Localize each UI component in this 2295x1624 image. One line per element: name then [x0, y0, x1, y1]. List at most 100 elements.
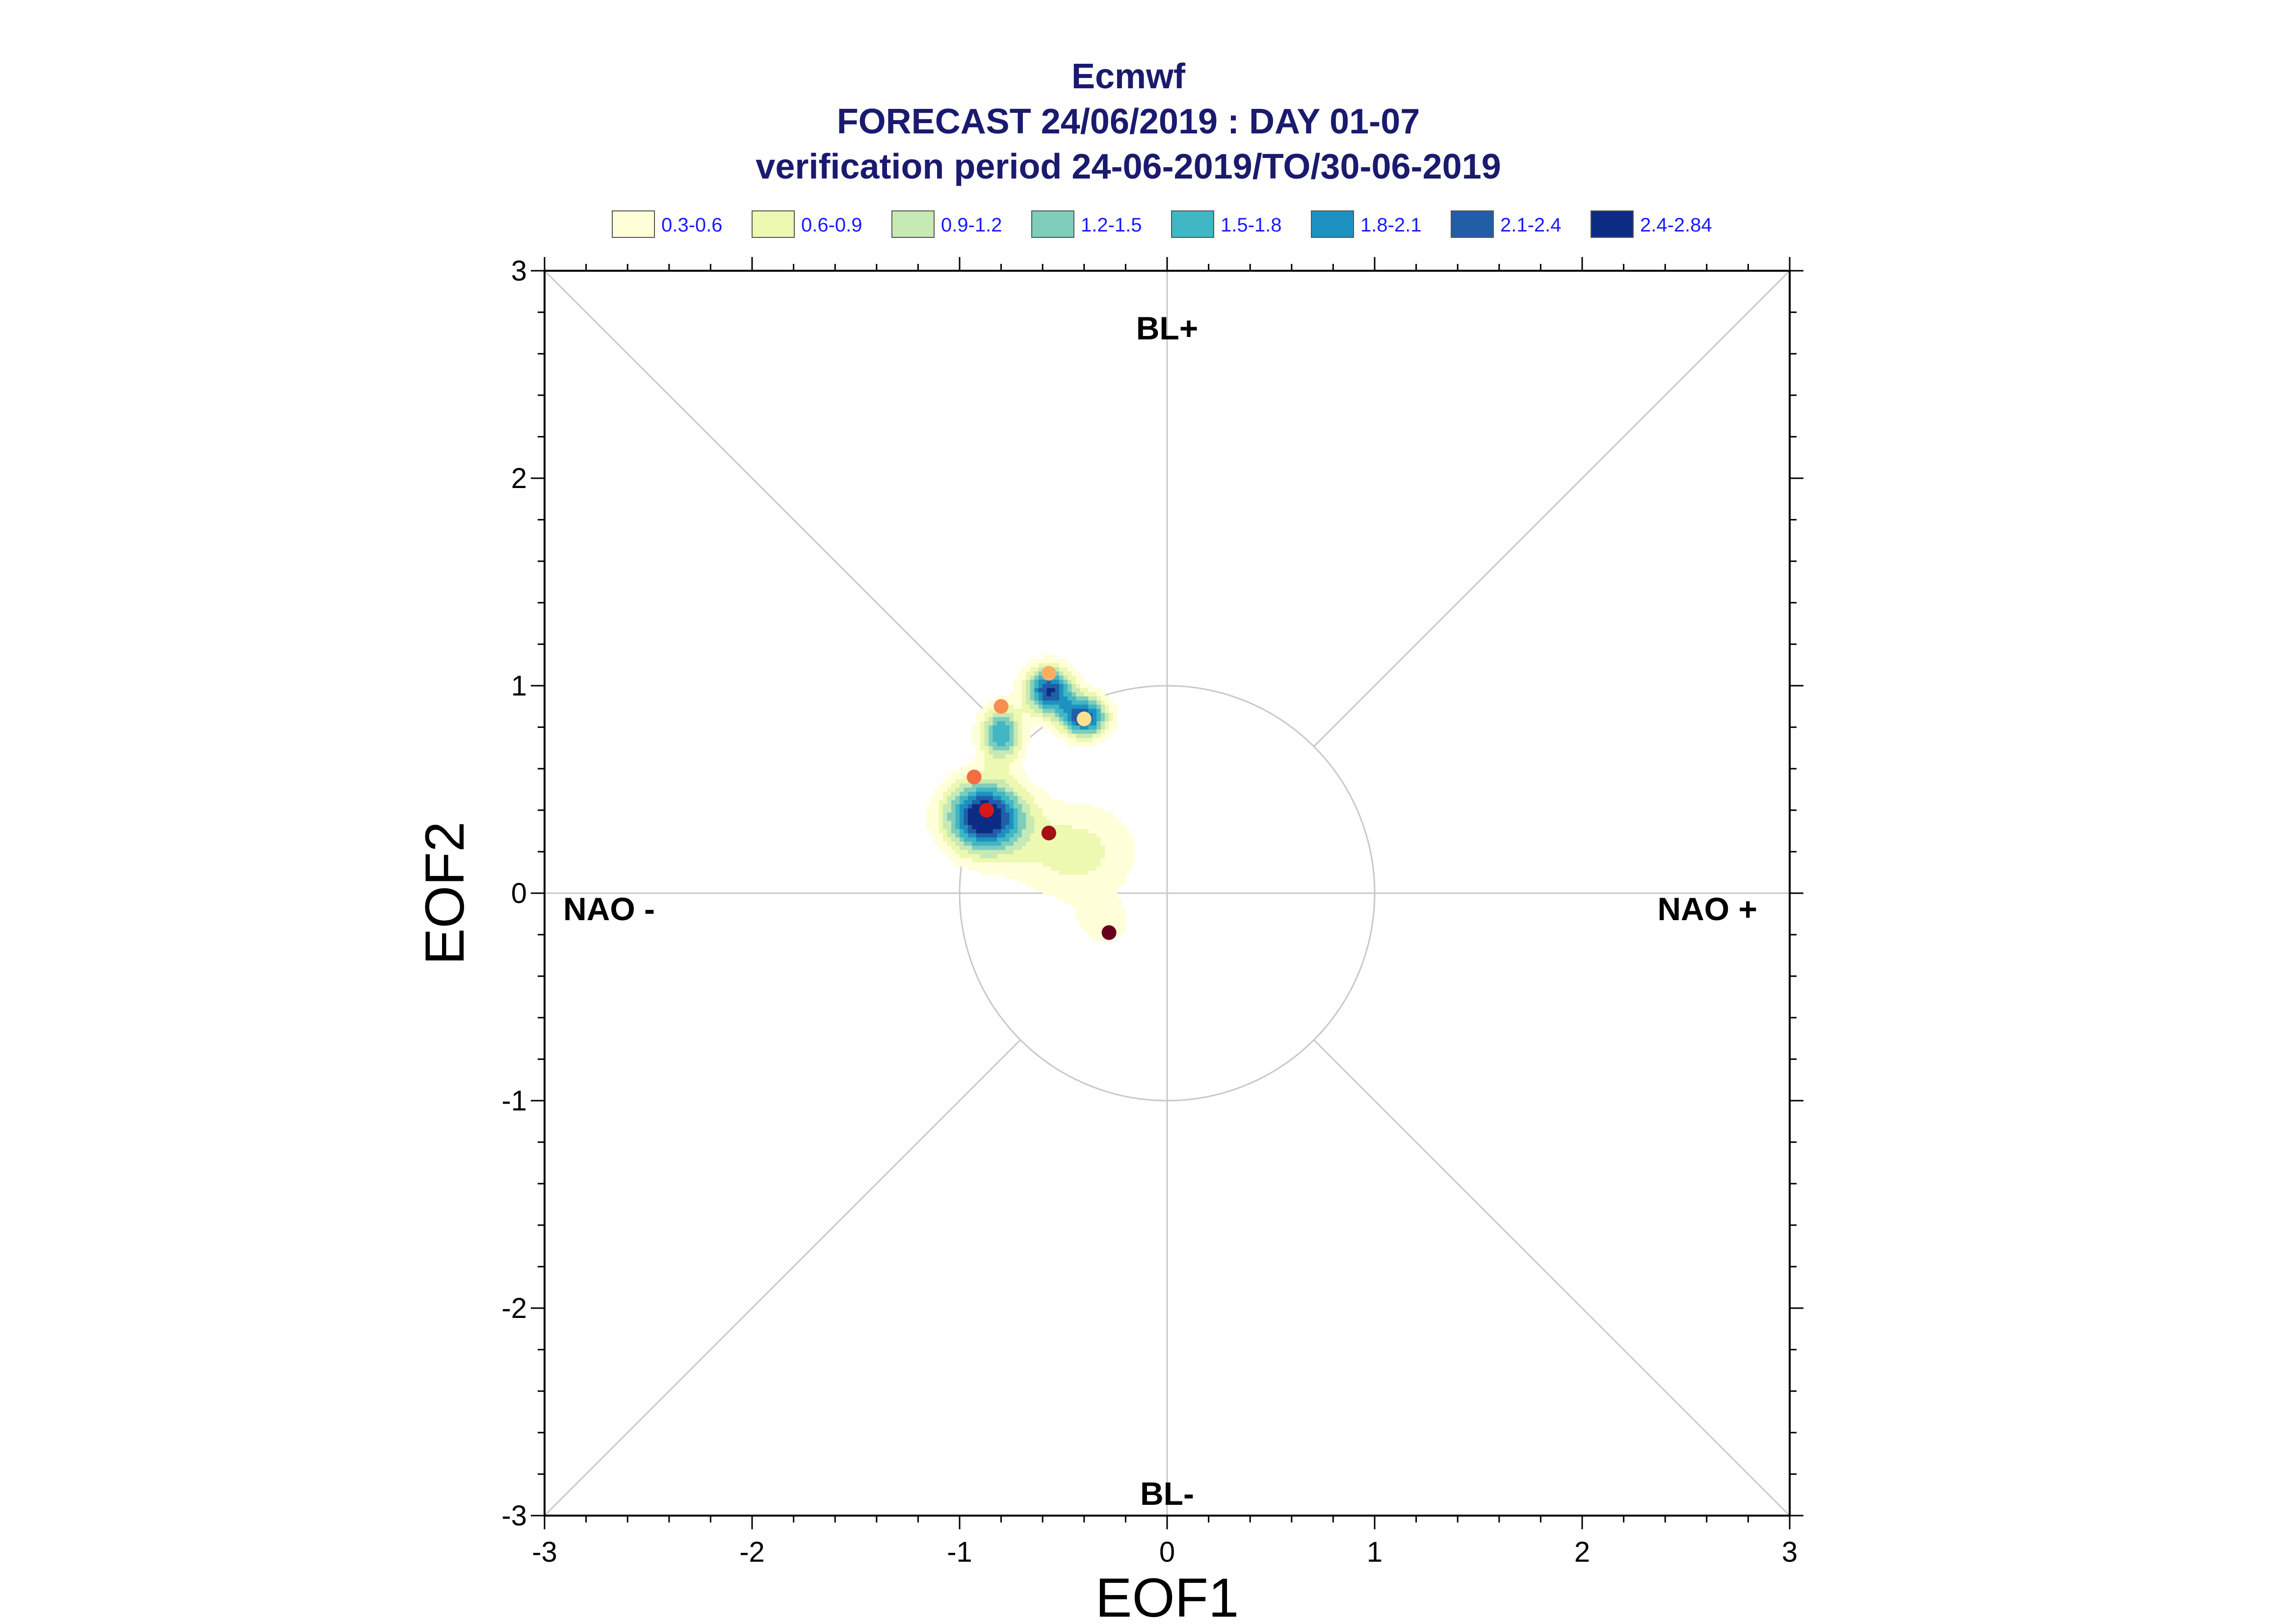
density-cell [1005, 779, 1010, 784]
density-cell [1026, 808, 1031, 813]
density-cell [1109, 708, 1114, 713]
density-cell [1113, 866, 1118, 871]
density-cell [1096, 853, 1101, 858]
density-cell [1105, 907, 1110, 912]
density-cell [984, 845, 989, 850]
density-cell [1038, 704, 1043, 709]
density-cell [972, 808, 977, 813]
density-cell [1109, 721, 1114, 725]
density-cell [1067, 862, 1072, 867]
density-cell [964, 828, 968, 833]
y-tick-label: 1 [511, 670, 527, 702]
density-cell [1096, 928, 1101, 933]
density-cell [1109, 891, 1114, 896]
density-cell [1021, 779, 1026, 784]
density-cell [1030, 816, 1035, 821]
density-cell [1113, 887, 1118, 892]
density-cell [1080, 841, 1085, 846]
density-cell [1009, 804, 1014, 809]
density-cell [972, 816, 977, 821]
density-cell [1059, 850, 1064, 854]
density-cell [1017, 825, 1022, 829]
density-cell [1084, 692, 1089, 696]
density-cell [1017, 675, 1022, 680]
density-cell [1113, 858, 1118, 863]
density-cell [1084, 704, 1089, 709]
density-cell [1055, 820, 1060, 825]
density-cell [926, 808, 931, 813]
density-cell [1026, 688, 1031, 693]
density-cell [997, 841, 1002, 846]
density-cell [980, 845, 985, 850]
density-cell [980, 721, 985, 725]
density-cell [1026, 791, 1031, 796]
density-cell [972, 841, 977, 846]
density-cell [1075, 721, 1080, 725]
density-cell [1038, 675, 1043, 680]
density-cell [955, 850, 960, 854]
density-cell [980, 717, 985, 722]
density-cell [1105, 837, 1110, 842]
density-cell [992, 725, 997, 730]
legend-swatch [752, 210, 795, 238]
density-cell [1026, 825, 1031, 829]
density-cell [1092, 899, 1097, 904]
density-cell [1059, 733, 1064, 738]
density-cell [1051, 812, 1056, 817]
density-cell [1005, 754, 1010, 759]
density-cell [1009, 787, 1014, 792]
density-cell [1059, 841, 1064, 846]
density-cell [1088, 725, 1093, 730]
density-cell [1059, 804, 1064, 809]
density-cell [1092, 907, 1097, 912]
density-cell [1096, 903, 1101, 908]
density-cell [955, 816, 960, 821]
density-cell [1071, 837, 1076, 842]
density-cell [1017, 791, 1022, 796]
density-cell [980, 762, 985, 767]
density-cell [1067, 828, 1072, 833]
density-cell [1046, 708, 1051, 713]
density-cell [947, 796, 952, 800]
density-cell [1005, 774, 1010, 779]
density-cell [964, 766, 968, 772]
density-cell [1017, 845, 1022, 850]
density-cell [1026, 683, 1031, 688]
density-cell [1080, 729, 1085, 734]
density-cell [1088, 683, 1093, 688]
density-cell [1088, 891, 1093, 896]
density-cell [972, 833, 977, 838]
density-cell [1001, 845, 1006, 850]
density-cell [1017, 850, 1022, 854]
density-cell [1075, 820, 1080, 825]
density-cell [980, 825, 985, 829]
density-cell [1117, 882, 1122, 887]
density-cell [1059, 663, 1064, 668]
density-cell [1017, 858, 1022, 863]
density-cell [1051, 866, 1056, 871]
density-cell [1117, 899, 1122, 904]
density-cell [1001, 787, 1006, 792]
density-cell [976, 841, 981, 846]
legend-swatch [1031, 210, 1074, 238]
density-cell [984, 825, 989, 829]
density-cell [989, 729, 993, 734]
density-cell [1080, 891, 1085, 896]
density-cell [992, 712, 997, 718]
density-cell [1046, 692, 1051, 696]
density-cell [1013, 812, 1018, 817]
density-cell [1030, 853, 1035, 858]
density-cell [939, 791, 943, 796]
density-cell [1075, 692, 1080, 696]
density-cell [1117, 874, 1122, 879]
density-cell [1109, 878, 1114, 883]
density-cell [1009, 833, 1014, 838]
density-cell [1084, 812, 1089, 817]
density-cell [1096, 912, 1101, 917]
density-cell [1026, 882, 1031, 887]
density-cell [1005, 796, 1010, 800]
density-cell [1021, 708, 1026, 713]
density-cell [1026, 812, 1031, 817]
density-cell [1100, 825, 1105, 829]
density-cell [1005, 825, 1010, 829]
